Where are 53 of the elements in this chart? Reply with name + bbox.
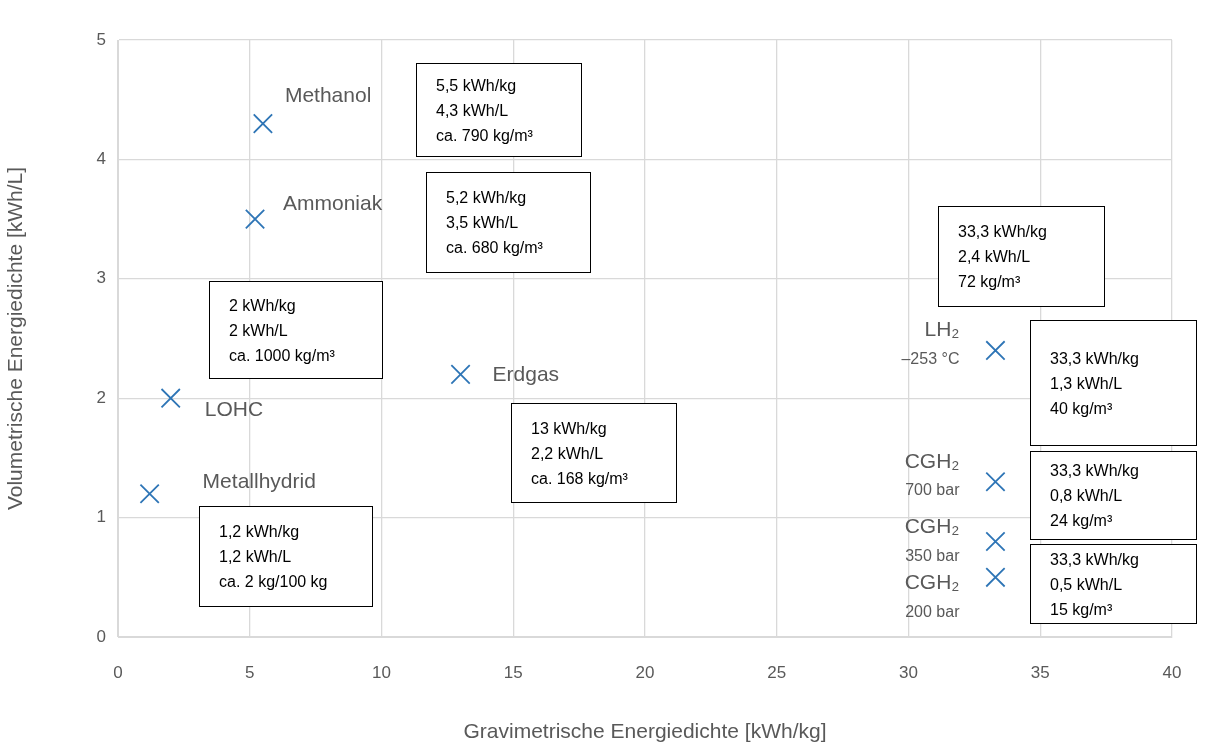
point xyxy=(985,340,1006,361)
annotation: 33,3 kWh/kg 2,4 kWh/L 72 kg/m³ xyxy=(958,222,1048,292)
text-box: 5,5 kWh/kg 4,3 kWh/L ca. 790 kg/m³ xyxy=(416,63,582,157)
annotation: 1,2 kWh/kg 1,2 kWh/L ca. 2 kg/100 kg xyxy=(219,522,329,592)
annotation: LOHC xyxy=(204,397,264,420)
annotation: Ammoniak xyxy=(283,190,383,214)
annotation: CGH₂ 200 bar xyxy=(904,570,961,620)
annotation: Erdgas xyxy=(492,362,560,386)
x-tick-label: 5 xyxy=(245,662,255,682)
point xyxy=(139,483,160,504)
x-axis-title: Gravimetrische Energiedichte [kWh/kg] xyxy=(463,719,827,743)
annotation: LH₂ –253 °C xyxy=(901,317,960,367)
y-tick-label: 0 xyxy=(96,626,106,646)
point xyxy=(252,113,274,134)
annotation: 2 kWh/kg 2 kWh/L ca. 1000 kg/m³ xyxy=(229,295,336,366)
y-axis-title: Volumetrische Energiedichte [kWh/L] xyxy=(3,166,27,511)
x-tick-label: 30 xyxy=(899,662,918,682)
x-tick-label: 20 xyxy=(635,662,655,682)
annotation: 33,3 kWh/kg 0,5 kWh/L 15 kg/m³ xyxy=(1050,549,1140,620)
annotation: 33,3 kWh/kg 0,8 kWh/L 24 kg/m³ xyxy=(1050,461,1140,531)
annotation: 5,2 kWh/kg 3,5 kWh/L ca. 680 kg/m³ xyxy=(446,188,544,258)
annotation: CGH₂ 700 bar xyxy=(904,448,961,499)
annotation: 33,3 kWh/kg 1,3 kWh/L 40 kg/m³ xyxy=(1050,348,1140,419)
point xyxy=(160,388,181,409)
text-box: 33,3 kWh/kg 1,3 kWh/L 40 kg/m³ xyxy=(1030,320,1197,446)
annotation: Methanol xyxy=(284,83,372,107)
point xyxy=(985,531,1006,552)
point xyxy=(985,567,1006,588)
annotation: 5,5 kWh/kg 4,3 kWh/L ca. 790 kg/m³ xyxy=(436,75,534,146)
y-tick-label: 4 xyxy=(96,149,106,169)
point xyxy=(244,209,266,230)
y-tick-label: 3 xyxy=(96,268,106,288)
y-tick-label: 2 xyxy=(96,387,106,407)
annotation: 13 kWh/kg 2,2 kWh/L ca. 168 kg/m³ xyxy=(531,418,629,489)
point xyxy=(450,364,471,385)
text-box: 13 kWh/kg 2,2 kWh/L ca. 168 kg/m³ xyxy=(511,403,677,503)
x-tick-label: 40 xyxy=(1162,662,1182,682)
text-box: 33,3 kWh/kg 0,8 kWh/L 24 kg/m³ xyxy=(1030,451,1197,540)
x-tick-label: 25 xyxy=(767,662,787,682)
y-tick-label: 1 xyxy=(96,507,106,527)
text-box: 33,3 kWh/kg 0,5 kWh/L 15 kg/m³ xyxy=(1030,544,1197,624)
x-tick-label: 15 xyxy=(503,662,523,682)
text-box: 2 kWh/kg 2 kWh/L ca. 1000 kg/m³ xyxy=(209,281,383,379)
annotation: CGH₂ 350 bar xyxy=(904,514,961,564)
x-tick-label: 10 xyxy=(372,662,391,682)
text-box: 1,2 kWh/kg 1,2 kWh/L ca. 2 kg/100 kg xyxy=(199,506,373,607)
text-box: 5,2 kWh/kg 3,5 kWh/L ca. 680 kg/m³ xyxy=(426,172,591,273)
x-tick-label: 35 xyxy=(1030,662,1050,682)
x-tick-label: 0 xyxy=(113,662,123,682)
annotation: Metallhydrid xyxy=(202,468,316,492)
text-box: 33,3 kWh/kg 2,4 kWh/L 72 kg/m³ xyxy=(938,206,1105,307)
y-tick-label: 5 xyxy=(96,29,106,49)
point xyxy=(985,471,1006,492)
